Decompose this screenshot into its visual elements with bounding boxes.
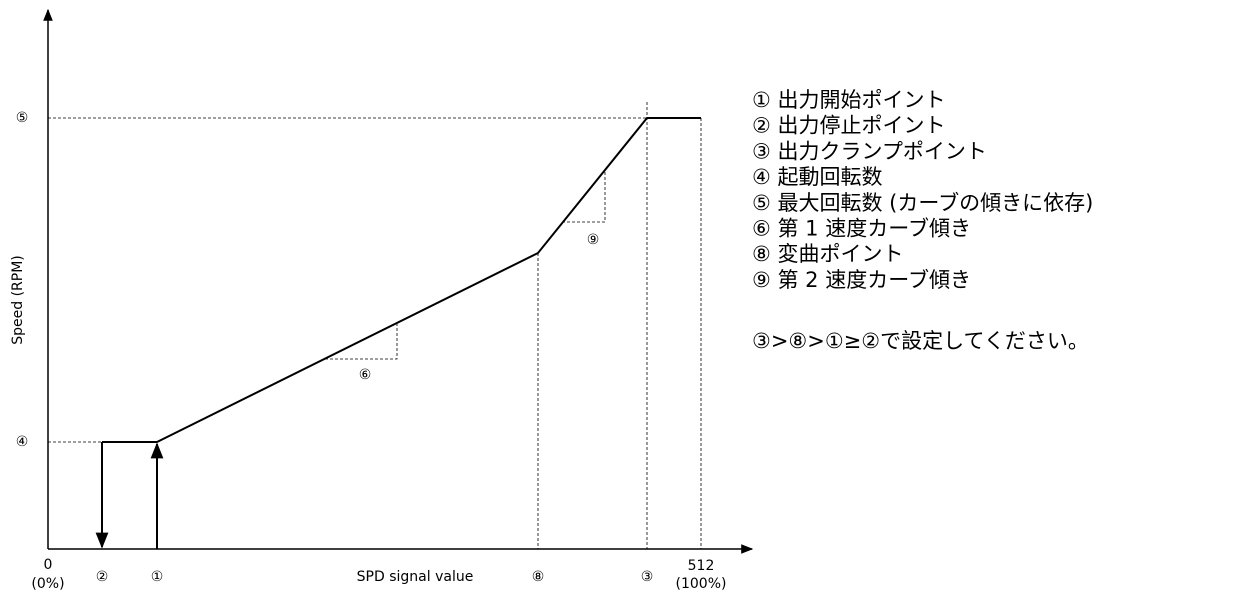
x-marker: ③: [641, 569, 654, 585]
legend-item: ⑨ 第 2 速度カーブ傾き: [752, 268, 971, 292]
legend-item: ④ 起動回転数: [752, 165, 883, 189]
y-marker: ⑤: [16, 110, 29, 126]
legend-item: ⑤ 最大回転数 (カーブの傾きに依存): [752, 191, 1093, 215]
note: ③>⑧>①≥②で設定してください。: [752, 329, 1089, 353]
speed-curve: [102, 117, 701, 443]
x-marker: ①: [151, 569, 164, 585]
legend-item: ⑥ 第 1 速度カーブ傾き: [752, 217, 971, 241]
slope-label: ⑨: [587, 232, 600, 248]
legend-item: ① 出力開始ポイント: [752, 88, 946, 112]
x-end: 512: [688, 558, 715, 574]
slope-label: ⑥: [359, 367, 372, 383]
guides: [48, 102, 702, 549]
legend-item: ⑧ 変曲ポイント: [752, 242, 904, 266]
x-end-percent: (100%): [676, 576, 727, 592]
x-marker: ⑧: [532, 569, 545, 585]
x-origin: 0: [44, 557, 53, 573]
legend-item: ③ 出力クランプポイント: [752, 139, 987, 163]
x-marker: ②: [96, 569, 109, 585]
x-axis-label: SPD signal value: [357, 569, 474, 585]
y-marker: ④: [16, 434, 29, 450]
legend-item: ② 出力停止ポイント: [752, 114, 946, 138]
x-origin-percent: (0%): [31, 576, 64, 592]
y-axis-label: Speed (RPM): [10, 255, 26, 345]
